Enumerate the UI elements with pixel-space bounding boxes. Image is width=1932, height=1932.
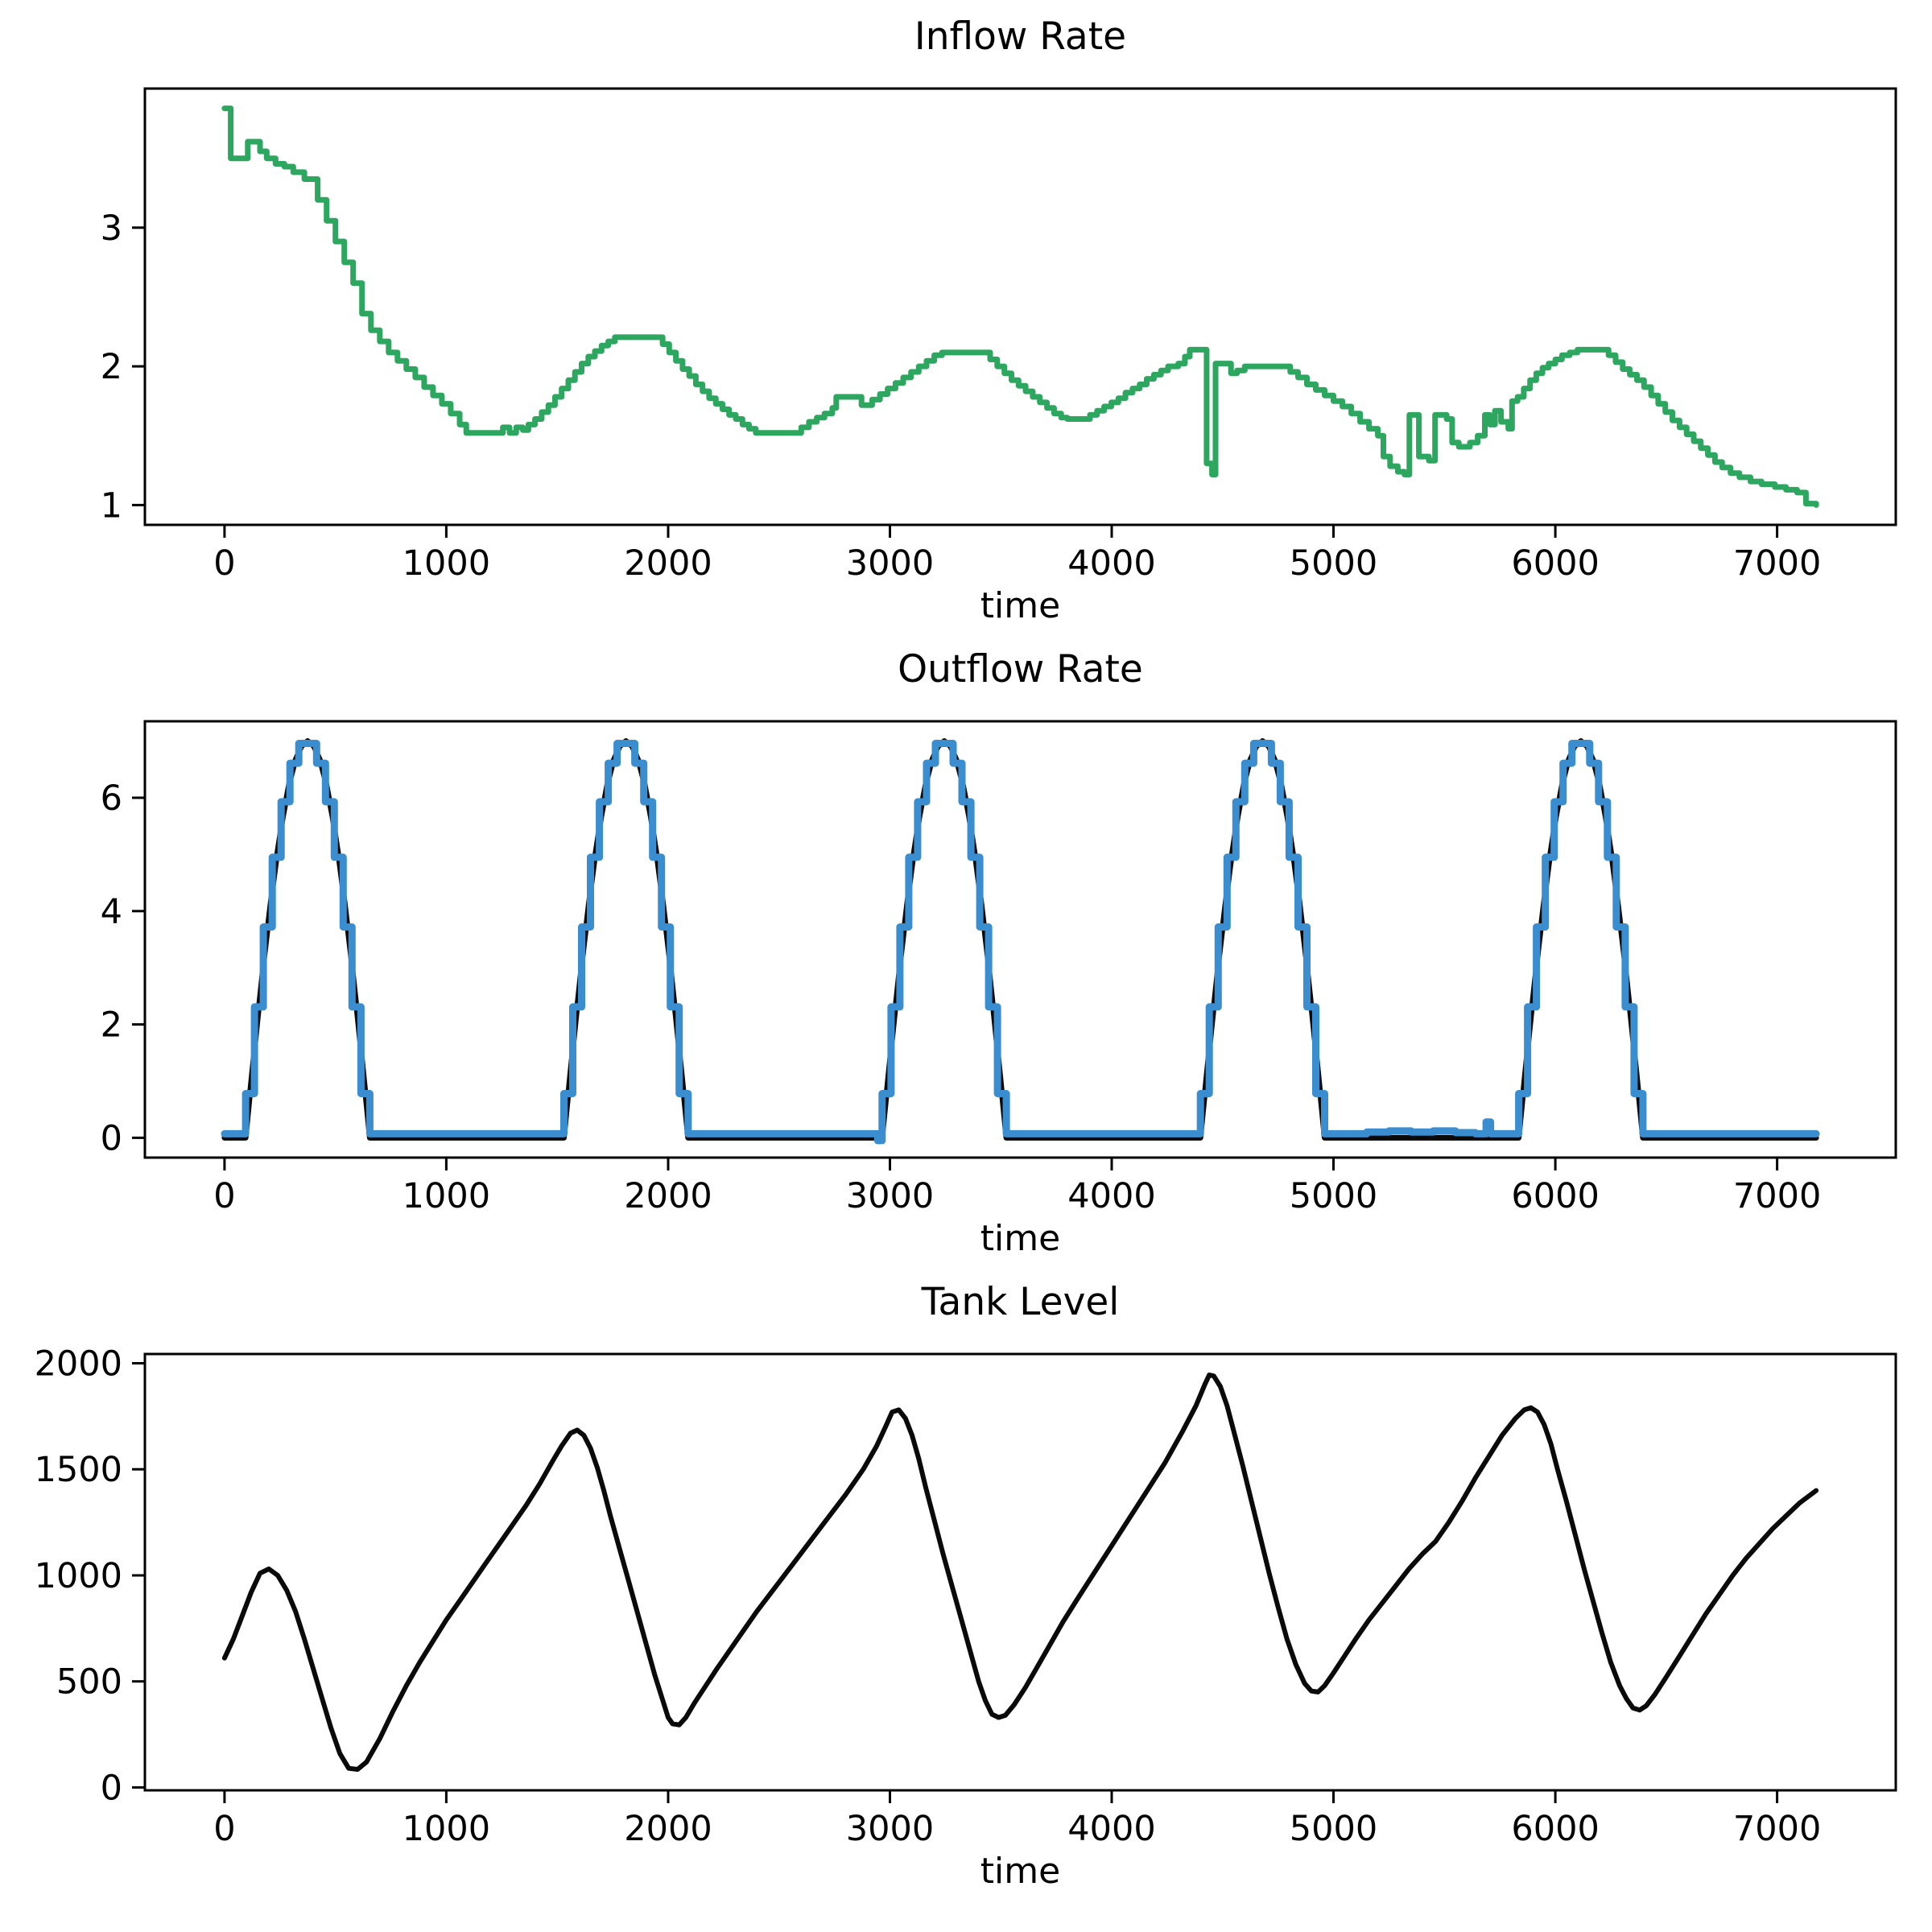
y-tick-label: 3 [101, 208, 122, 249]
x-tick-label: 4000 [1067, 543, 1155, 584]
y-tick-label: 4 [101, 892, 122, 932]
x-tick-label: 2000 [624, 1809, 712, 1849]
x-tick-label: 1000 [402, 1809, 490, 1849]
y-tick-label: 500 [56, 1662, 122, 1703]
tank-level-line [221, 1373, 1819, 1772]
tank-chart-title: Tank Level [921, 1280, 1120, 1324]
x-tick-label: 1000 [402, 1176, 490, 1216]
x-tick-label: 7000 [1733, 1809, 1821, 1849]
x-tick-label: 0 [213, 543, 235, 584]
x-tick-label: 7000 [1733, 543, 1821, 584]
tank-chart-canvas: 0 1000 2000 3000 4000 5000 6000 7000 0 500 1000 150… [35, 1344, 1897, 1849]
x-tick-label: 4000 [1067, 1809, 1155, 1849]
inflow-x-axis-label: time [980, 585, 1061, 626]
y-tick-label: 6 [101, 778, 122, 819]
x-tick-label: 6000 [1511, 1809, 1599, 1849]
outflow-x-axis-label: time [980, 1218, 1061, 1259]
plot-frame [143, 1352, 1897, 1792]
y-tick-label: 1500 [35, 1450, 122, 1490]
y-tick-label: 0 [101, 1768, 122, 1808]
y-tick-label: 1 [101, 485, 122, 526]
x-tick-label: 5000 [1290, 1809, 1377, 1849]
inflow-chart-title: Inflow Rate [914, 14, 1127, 59]
x-tick-label: 6000 [1511, 1176, 1599, 1216]
plot-frame [143, 87, 1897, 526]
x-tick-label: 1000 [402, 543, 490, 584]
outflow-chart-title: Outflow Rate [898, 647, 1143, 691]
y-tick-label: 2000 [35, 1344, 122, 1385]
y-tick-label: 2 [101, 347, 122, 387]
tank-x-axis-label: time [980, 1851, 1061, 1892]
y-tick-label: 1000 [35, 1556, 122, 1596]
x-tick-label: 6000 [1511, 543, 1599, 584]
x-tick-label: 2000 [624, 543, 712, 584]
x-tick-label: 2000 [624, 1176, 712, 1216]
x-tick-label: 3000 [846, 1809, 934, 1849]
inflow-chart-canvas: 0 1000 2000 3000 4000 5000 6000 7000 1 2 3 [101, 87, 1897, 584]
x-tick-label: 4000 [1067, 1176, 1155, 1216]
x-tick-label: 5000 [1290, 543, 1377, 584]
x-tick-label: 0 [213, 1176, 235, 1216]
x-tick-label: 0 [213, 1809, 235, 1849]
y-tick-label: 2 [101, 1005, 122, 1046]
outflow-chart-canvas: 0 1000 2000 3000 4000 5000 6000 7000 0 2 4 6 [101, 720, 1897, 1216]
inflow-line [221, 105, 1819, 508]
plot-frame [143, 720, 1897, 1159]
outflow-measured-line [221, 740, 1820, 1145]
outflow-target-line [221, 738, 1819, 1141]
y-tick-label: 0 [101, 1118, 122, 1158]
x-tick-label: 5000 [1290, 1176, 1377, 1216]
x-tick-label: 7000 [1733, 1176, 1821, 1216]
x-tick-label: 3000 [846, 543, 934, 584]
x-tick-label: 3000 [846, 1176, 934, 1216]
